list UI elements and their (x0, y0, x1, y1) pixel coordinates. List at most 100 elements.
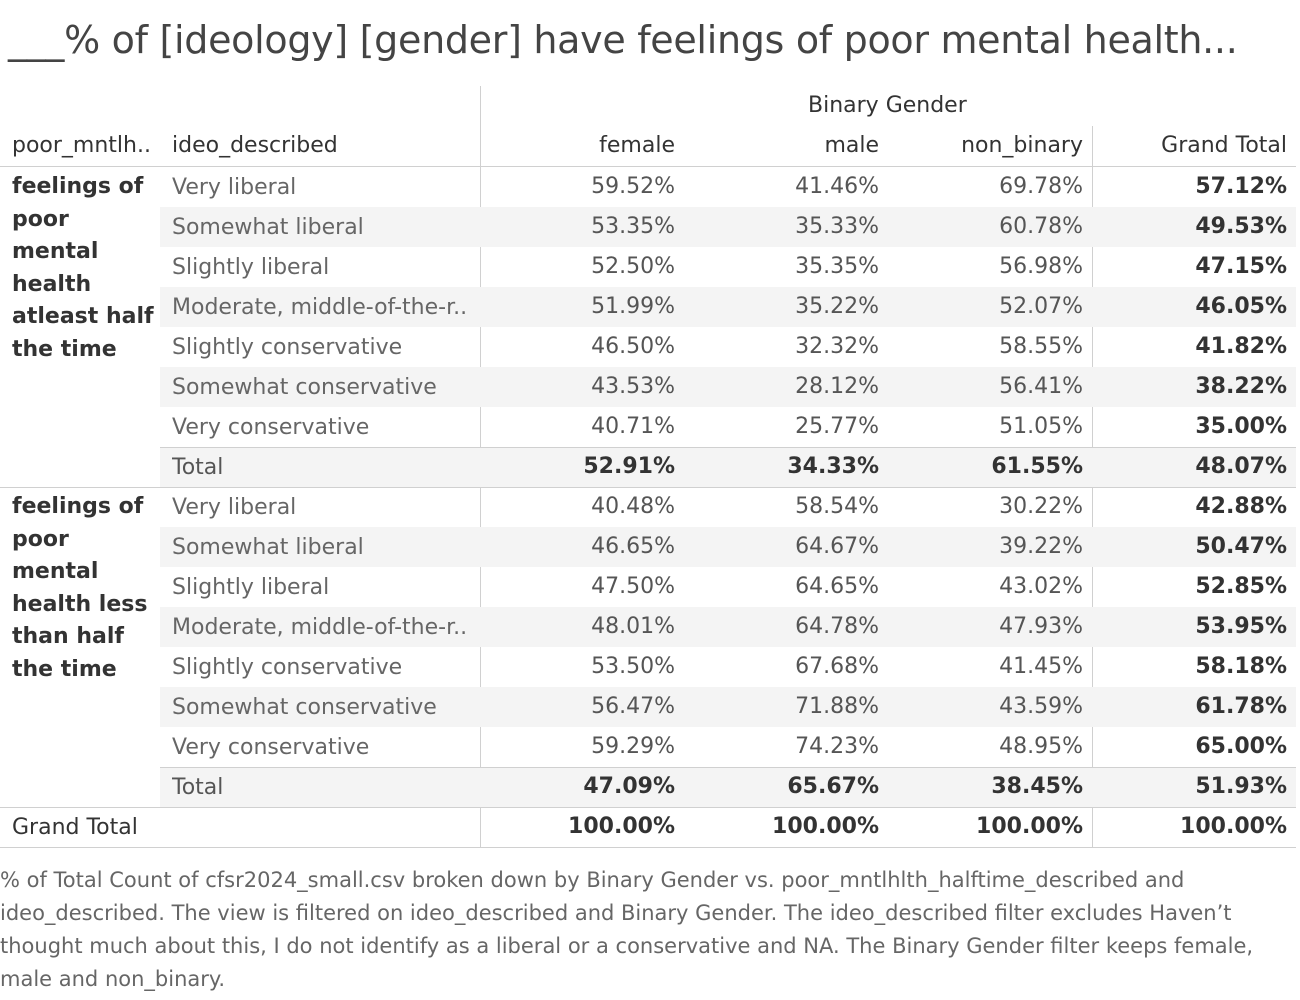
value-cell: 46.05% (1195, 294, 1287, 319)
value-cell: 59.29% (591, 734, 675, 759)
table-bottom-rule (0, 847, 1296, 848)
ideology-label: Very liberal (172, 495, 297, 520)
value-cell: 38.45% (991, 774, 1083, 799)
value-cell: 43.02% (999, 574, 1083, 599)
value-cell: 57.12% (1195, 174, 1287, 199)
value-cell: 46.50% (591, 334, 675, 359)
value-cell: 30.22% (999, 494, 1083, 519)
page-title: ___% of [ideology] [gender] have feeling… (8, 18, 1238, 62)
value-cell: 39.22% (999, 534, 1083, 559)
group-label-0: feelings of poor mental health atleast h… (12, 174, 154, 362)
value-cell: 49.53% (1195, 214, 1287, 239)
ideology-label: Slightly liberal (172, 255, 330, 280)
value-cell: 25.77% (795, 414, 879, 439)
value-cell: 35.35% (795, 254, 879, 279)
value-cell: 56.47% (591, 694, 675, 719)
header-bottom-rule (0, 166, 1296, 167)
value-cell: 48.01% (591, 614, 675, 639)
value-cell: 52.85% (1195, 574, 1287, 599)
grand-total-cell: 100.00% (976, 814, 1083, 839)
ideology-label: Somewhat liberal (172, 215, 364, 240)
grand-total-cell: 100.00% (568, 814, 675, 839)
row-band (160, 607, 1296, 647)
value-cell: 52.91% (583, 454, 675, 479)
value-cell: 58.18% (1195, 654, 1287, 679)
group-separator (0, 487, 1296, 488)
grand-total-cell: 100.00% (772, 814, 879, 839)
row-band (160, 687, 1296, 727)
value-cell: 53.35% (591, 214, 675, 239)
group-label-1: feelings of poor mental health less than… (12, 494, 148, 682)
ideology-label: Very conservative (172, 735, 370, 760)
value-cell: 41.45% (999, 654, 1083, 679)
group-separator (0, 807, 1296, 808)
value-cell: 51.99% (591, 294, 675, 319)
value-cell: 43.53% (591, 374, 675, 399)
value-cell: 42.88% (1195, 494, 1287, 519)
value-cell: 28.12% (795, 374, 879, 399)
value-cell: 35.22% (795, 294, 879, 319)
row-band (160, 207, 1296, 247)
value-cell: 34.33% (787, 454, 879, 479)
value-cell: 50.47% (1195, 534, 1287, 559)
value-cell: 56.98% (999, 254, 1083, 279)
value-cell: 40.48% (591, 494, 675, 519)
value-cell: 48.07% (1195, 454, 1287, 479)
value-cell: 47.93% (999, 614, 1083, 639)
ideology-label: Moderate, middle-of-the-r.. (172, 615, 468, 640)
value-cell: 61.55% (991, 454, 1083, 479)
footnote: % of Total Count of cfsr2024_small.csv b… (0, 868, 1254, 991)
column-header-grand-total: Grand Total (1161, 133, 1287, 158)
row-header-ideo-described: ideo_described (172, 133, 338, 158)
value-cell: 47.09% (583, 774, 675, 799)
value-cell: 65.67% (787, 774, 879, 799)
ideology-label: Somewhat conservative (172, 695, 437, 720)
total-rule (160, 447, 1296, 448)
ideology-label: Somewhat liberal (172, 535, 364, 560)
ideology-label: Moderate, middle-of-the-r.. (172, 295, 468, 320)
column-header-female: female (599, 133, 675, 158)
value-cell: 64.65% (795, 574, 879, 599)
value-cell: 46.65% (591, 534, 675, 559)
value-cell: 41.46% (795, 174, 879, 199)
value-cell: 35.00% (1195, 414, 1287, 439)
value-cell: 67.68% (795, 654, 879, 679)
row-band (160, 287, 1296, 327)
value-cell: 61.78% (1195, 694, 1287, 719)
grand-total-cell: 100.00% (1180, 814, 1287, 839)
column-header-male: male (824, 133, 879, 158)
value-cell: 53.95% (1195, 614, 1287, 639)
value-cell: 65.00% (1195, 734, 1287, 759)
value-cell: 53.50% (591, 654, 675, 679)
ideology-label: Slightly conservative (172, 655, 403, 680)
value-cell: 48.95% (999, 734, 1083, 759)
value-cell: 56.41% (999, 374, 1083, 399)
row-band (160, 367, 1296, 407)
total-band (160, 767, 1296, 807)
total-band (160, 447, 1296, 487)
value-cell: 52.07% (999, 294, 1083, 319)
grand-total-label: Grand Total (12, 815, 138, 840)
value-cell: 47.50% (591, 574, 675, 599)
value-cell: 71.88% (795, 694, 879, 719)
value-cell: 32.32% (795, 334, 879, 359)
value-cell: 59.52% (591, 174, 675, 199)
value-cell: 35.33% (795, 214, 879, 239)
value-cell: 60.78% (999, 214, 1083, 239)
value-cell: 43.59% (999, 694, 1083, 719)
ideology-label: Very conservative (172, 415, 370, 440)
column-header-non-binary: non_binary (961, 133, 1083, 158)
value-cell: 69.78% (999, 174, 1083, 199)
value-cell: 58.55% (999, 334, 1083, 359)
value-cell: 74.23% (795, 734, 879, 759)
value-cell: 40.71% (591, 414, 675, 439)
value-cell: 52.50% (591, 254, 675, 279)
total-label: Total (172, 455, 224, 480)
value-cell: 47.15% (1195, 254, 1287, 279)
ideology-label: Somewhat conservative (172, 375, 437, 400)
ideology-label: Slightly liberal (172, 575, 330, 600)
value-cell: 51.05% (999, 414, 1083, 439)
value-cell: 41.82% (1195, 334, 1287, 359)
column-group-header: Binary Gender (808, 93, 967, 118)
value-cell: 38.22% (1195, 374, 1287, 399)
